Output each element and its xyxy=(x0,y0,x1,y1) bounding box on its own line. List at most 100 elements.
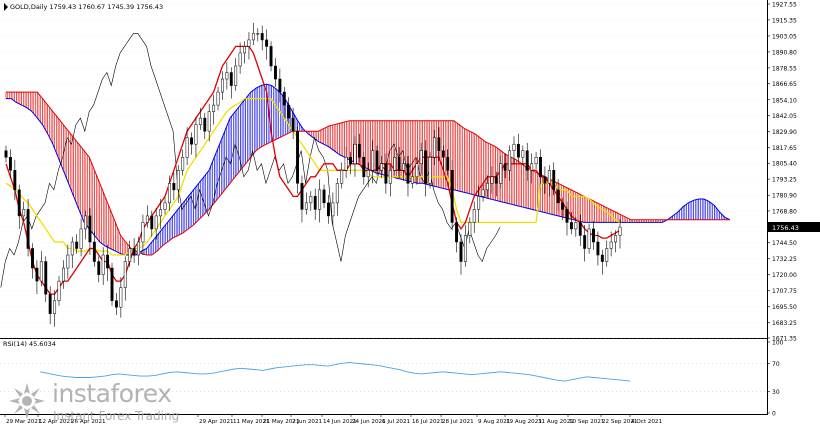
candle-body xyxy=(247,39,251,47)
candle-body xyxy=(8,156,12,171)
candle-body xyxy=(318,189,322,210)
candle-body xyxy=(534,156,538,165)
candle-body xyxy=(190,137,193,145)
candle-body xyxy=(61,267,65,282)
candle-body xyxy=(39,261,43,282)
price-tick-label: 1903.05 xyxy=(772,33,797,40)
candle-body xyxy=(477,196,481,210)
candle-body xyxy=(238,52,242,67)
candle-body xyxy=(322,189,326,204)
candle-body xyxy=(539,156,542,178)
candle-body xyxy=(406,163,410,184)
price-tick-label: 1866.65 xyxy=(772,81,797,88)
candle-body xyxy=(331,202,335,217)
candle-body xyxy=(587,228,591,249)
candle-body xyxy=(596,241,600,256)
time-tick-label: 12 Apr 2021 xyxy=(39,419,74,425)
candle-body xyxy=(463,235,467,262)
candle-body xyxy=(353,143,357,165)
time-tick-label: 24 Jun 2021 xyxy=(352,419,386,425)
candle-body xyxy=(300,183,304,210)
rsi-line xyxy=(39,362,631,382)
candle-body xyxy=(282,91,286,106)
candle-body xyxy=(327,202,330,217)
price-tick-label: 1744.50 xyxy=(772,240,797,247)
candle-body xyxy=(415,163,419,178)
candle-body xyxy=(265,39,269,47)
candle-body xyxy=(481,189,485,197)
candle-body xyxy=(97,261,101,275)
candle-body xyxy=(92,241,96,262)
candle-body xyxy=(486,183,489,191)
price-tick-label: 1890.80 xyxy=(772,49,797,56)
candle-body xyxy=(574,222,578,230)
candle-body xyxy=(88,215,92,243)
price-axis[interactable]: 1927.55 1915.35 1903.05 1890.80 1878.55 1866.… xyxy=(767,2,797,343)
price-tick-label: 1915.35 xyxy=(772,17,797,24)
candle-body xyxy=(600,254,604,262)
candle-body xyxy=(605,248,609,262)
candle-body xyxy=(437,137,441,151)
candle-body xyxy=(75,241,79,249)
candle-body xyxy=(17,189,21,217)
price-tick-label: 1817.65 xyxy=(772,145,797,152)
candle-body xyxy=(499,163,503,184)
time-tick-label: 28 Jul 2021 xyxy=(442,419,474,425)
candle-body xyxy=(397,156,401,171)
candle-body xyxy=(565,209,569,223)
candle-body xyxy=(459,241,463,262)
candle-body xyxy=(44,261,48,295)
rsi-axis[interactable]: 100 70 30 0 xyxy=(767,340,784,418)
candle-body xyxy=(79,228,83,249)
candle-body xyxy=(119,287,123,308)
price-tick-label: 1707.75 xyxy=(772,288,797,295)
time-tick-label: 2 Jun 2021 xyxy=(292,419,323,425)
watermark-brand: instaforex xyxy=(52,379,172,408)
price-tick-label: 1683.25 xyxy=(772,320,797,327)
candle-body xyxy=(494,176,498,184)
chart-header-info: GOLD,Daily 1759.43 1760.67 1745.39 1756.… xyxy=(10,3,163,11)
candle-body xyxy=(137,241,140,256)
current-price-marker xyxy=(768,222,820,232)
candle-body xyxy=(66,254,70,269)
candle-body xyxy=(110,267,114,301)
time-tick-label: 19 Aug 2021 xyxy=(506,419,542,425)
candle-body xyxy=(216,91,220,106)
candle-body xyxy=(525,150,529,171)
price-tick-label: 1732.25 xyxy=(772,256,797,263)
candle-body xyxy=(402,163,406,171)
candle-body xyxy=(609,241,613,249)
senkou-span-b xyxy=(6,91,730,256)
rsi-panel[interactable] xyxy=(0,362,767,392)
candle-body xyxy=(84,215,87,230)
candle-body xyxy=(468,222,472,236)
candle-body xyxy=(508,150,512,171)
candle-body xyxy=(220,78,224,93)
candle-body xyxy=(269,46,273,67)
candlesticks[interactable] xyxy=(4,22,622,327)
candle-body xyxy=(375,150,379,171)
candle-body xyxy=(291,117,295,132)
candle-body xyxy=(344,156,348,171)
candle-body xyxy=(583,235,587,249)
price-tick-label: 1768.80 xyxy=(772,208,797,215)
price-tick-label: 1878.55 xyxy=(772,65,797,72)
candle-body xyxy=(159,209,163,217)
candle-body xyxy=(441,150,445,158)
rsi-tick-label: 70 xyxy=(772,361,780,368)
candle-body xyxy=(490,176,494,184)
candle-body xyxy=(31,248,34,269)
candle-body xyxy=(618,226,622,236)
candle-body xyxy=(419,150,423,165)
time-tick-label: 10 Sep 2021 xyxy=(569,419,605,425)
candle-body xyxy=(530,163,534,171)
candle-body xyxy=(198,117,202,125)
time-tick-label: 22 Sep 2021 xyxy=(602,419,638,425)
candle-body xyxy=(362,156,366,178)
candle-body xyxy=(278,78,282,93)
candle-body xyxy=(521,150,525,158)
candle-body xyxy=(428,156,432,184)
